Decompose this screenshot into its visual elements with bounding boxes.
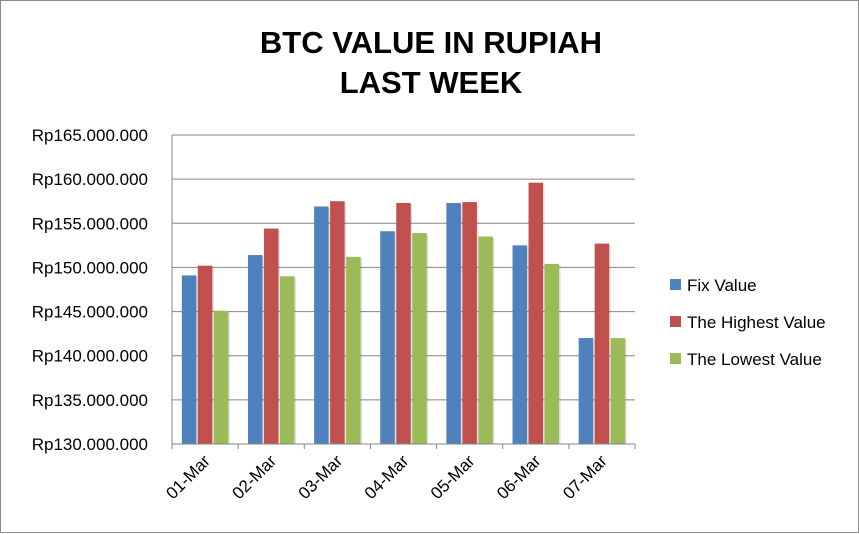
y-tick-label: Rp135.000.000 bbox=[32, 391, 148, 410]
bar-the-lowest-value-06-mar bbox=[544, 263, 560, 444]
legend-swatch-fix-value bbox=[670, 279, 681, 290]
bar-the-lowest-value-01-mar bbox=[213, 310, 229, 444]
bar-the-highest-value-07-mar bbox=[594, 243, 610, 444]
legend-label-the-highest-value: The Highest Value bbox=[687, 313, 826, 332]
bar-fix-value-07-mar bbox=[578, 338, 594, 444]
bar-fix-value-01-mar bbox=[181, 275, 197, 444]
legend: Fix Value The Highest Value The Lowest Val… bbox=[670, 276, 826, 369]
x-tick-label: 04-Mar bbox=[361, 451, 413, 503]
chart-title: BTC VALUE IN RUPIAH LAST WEEK bbox=[260, 25, 602, 100]
chart-title-line-1: BTC VALUE IN RUPIAH bbox=[260, 25, 602, 60]
y-tick-label: Rp145.000.000 bbox=[32, 303, 148, 322]
bar-the-highest-value-05-mar bbox=[462, 202, 477, 444]
y-tick-label: Rp130.000.000 bbox=[32, 435, 148, 454]
bar-the-lowest-value-04-mar bbox=[412, 232, 427, 444]
x-tick-label: 01-Mar bbox=[162, 451, 214, 503]
x-tick-label: 03-Mar bbox=[295, 451, 347, 503]
bar-the-highest-value-06-mar bbox=[528, 182, 544, 444]
y-tick-label: Rp140.000.000 bbox=[32, 347, 148, 366]
bar-the-lowest-value-02-mar bbox=[279, 276, 295, 444]
y-tick-label: Rp150.000.000 bbox=[32, 258, 148, 277]
bar-fix-value-06-mar bbox=[512, 245, 528, 444]
legend-label-the-lowest-value: The Lowest Value bbox=[687, 350, 822, 369]
bar-fix-value-03-mar bbox=[314, 206, 329, 444]
bars bbox=[181, 182, 627, 444]
bar-the-highest-value-04-mar bbox=[396, 202, 411, 444]
bar-fix-value-05-mar bbox=[446, 202, 461, 444]
bar-fix-value-04-mar bbox=[380, 231, 395, 444]
y-tick-label: Rp155.000.000 bbox=[32, 214, 148, 233]
bar-the-highest-value-01-mar bbox=[197, 265, 213, 444]
x-tick-label: 05-Mar bbox=[427, 451, 479, 503]
y-tick-label: Rp165.000.000 bbox=[32, 126, 148, 145]
axes bbox=[171, 135, 636, 449]
legend-swatch-the-highest-value bbox=[670, 316, 681, 327]
y-axis-tick-labels: Rp130.000.000 Rp135.000.000 Rp140.000.000 R… bbox=[32, 126, 148, 454]
x-axis-tick-labels: 01-Mar 02-Mar 03-Mar 04-Mar 05-Mar 06-Mar 07-M… bbox=[162, 451, 611, 503]
x-tick-label: 07-Mar bbox=[559, 451, 611, 503]
bar-the-lowest-value-07-mar bbox=[610, 338, 626, 444]
bar-the-lowest-value-05-mar bbox=[478, 236, 493, 444]
y-tick-label: Rp160.000.000 bbox=[32, 170, 148, 189]
bar-the-highest-value-03-mar bbox=[330, 201, 345, 444]
legend-swatch-the-lowest-value bbox=[670, 353, 681, 364]
legend-label-fix-value: Fix Value bbox=[687, 276, 757, 295]
bar-the-highest-value-02-mar bbox=[263, 228, 279, 444]
bar-the-lowest-value-03-mar bbox=[346, 256, 361, 444]
x-tick-label: 02-Mar bbox=[229, 451, 281, 503]
chart-title-line-2: LAST WEEK bbox=[340, 65, 523, 100]
x-tick-label: 06-Mar bbox=[493, 451, 545, 503]
bar-fix-value-02-mar bbox=[247, 255, 263, 444]
